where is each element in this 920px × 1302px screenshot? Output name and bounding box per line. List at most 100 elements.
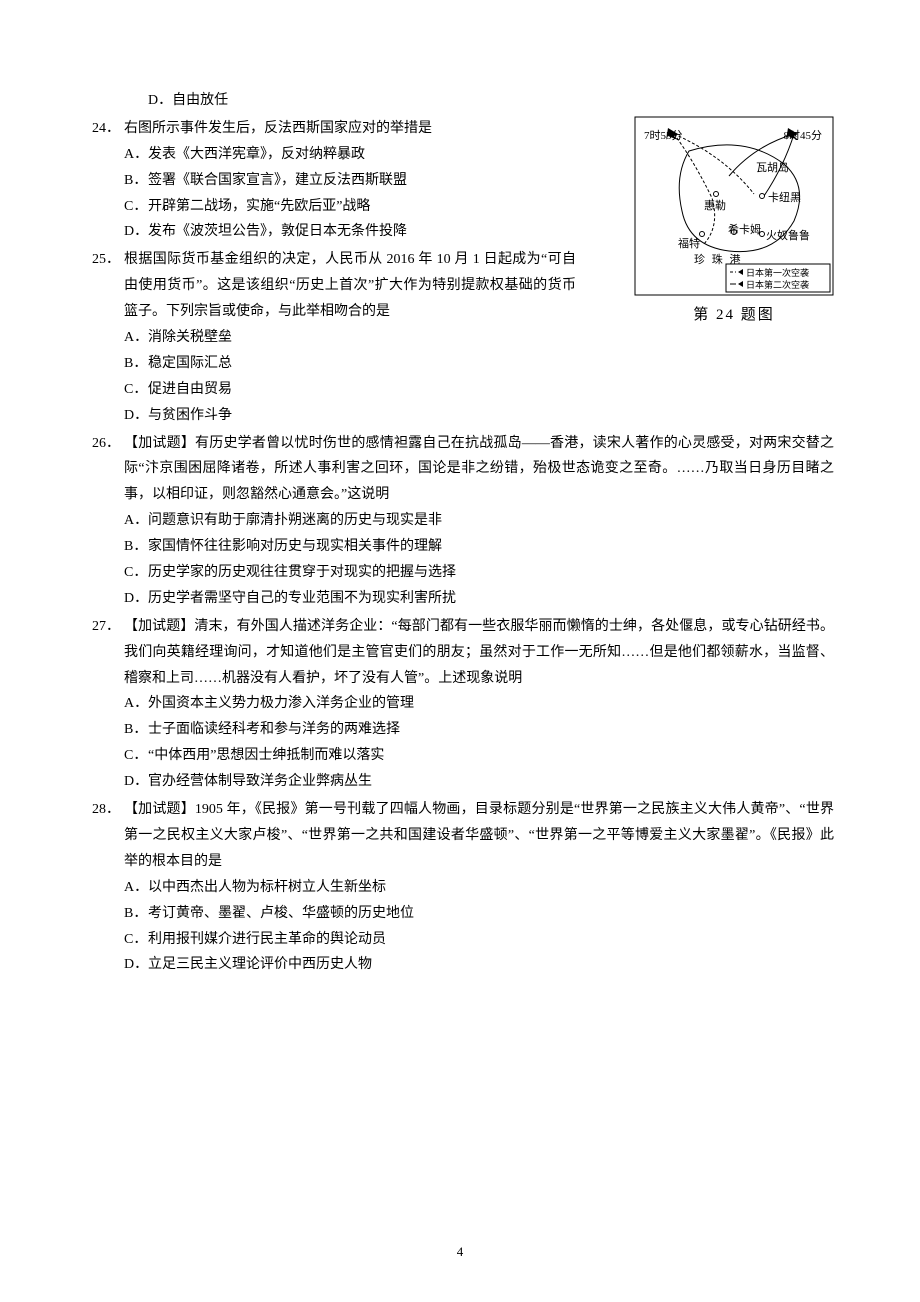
option: B．士子面临读经科考和参与洋务的两难选择: [124, 717, 834, 743]
option-text: 稳定国际汇总: [148, 351, 614, 377]
option-letter: A．: [124, 508, 148, 534]
option-letter: B．: [124, 717, 148, 743]
options: A．问题意识有助于廓清扑朔迷离的历史与现实是非B．家国情怀往往影响对历史与现实相…: [86, 508, 834, 612]
option-letter: D．: [124, 769, 148, 795]
option-text: 立足三民主义理论评价中西历史人物: [148, 952, 834, 978]
option: D．发布《波茨坦公告》，敦促日本无条件投降: [124, 219, 614, 245]
question-stem: 27．【加试题】清末，有外国人描述洋务企业：“每部门都有一些衣服华丽而懒惰的士绅…: [86, 614, 834, 692]
option-text: 历史学者需坚守自己的专业范围不为现实利害所扰: [148, 586, 834, 612]
option: A．问题意识有助于廓清扑朔迷离的历史与现实是非: [124, 508, 834, 534]
fig-island: 瓦胡岛: [756, 158, 789, 178]
fig-p7: 珍 珠 港: [694, 250, 743, 270]
option: D．历史学者需坚守自己的专业范围不为现实利害所扰: [124, 586, 834, 612]
options: A．发表《大西洋宪章》，反对纳粹暴政B．签署《联合国家宣言》，建立反法西斯联盟C…: [86, 142, 614, 246]
option-letter: A．: [124, 691, 148, 717]
option: B．签署《联合国家宣言》，建立反法西斯联盟: [124, 168, 614, 194]
question-stem: 24．右图所示事件发生后，反法西斯国家应对的举措是: [86, 116, 576, 142]
options: A．消除关税壁垒B．稳定国际汇总C．促进自由贸易D．与贫困作斗争: [86, 325, 614, 429]
question-26: 26．【加试题】有历史学者曾以忧时伤世的感情袒露自己在抗战孤岛——香港，读宋人著…: [86, 431, 834, 612]
option-letter: B．: [124, 351, 148, 377]
option-text: 与贫困作斗争: [148, 403, 614, 429]
orphan-option-d: D．自由放任: [86, 88, 834, 114]
fig-p3: 卡纽黑: [768, 188, 801, 208]
option-text: 家国情怀往往影响对历史与现实相关事件的理解: [148, 534, 834, 560]
option: C．促进自由贸易: [124, 377, 614, 403]
question-text: 【加试题】1905 年，《民报》第一号刊载了四幅人物画，目录标题分别是“世界第一…: [124, 797, 834, 875]
option: B．稳定国际汇总: [124, 351, 614, 377]
option-text: 士子面临读经科考和参与洋务的两难选择: [148, 717, 834, 743]
option-letter: B．: [124, 534, 148, 560]
option-letter: D．: [148, 93, 172, 108]
figure-q24: 7时55分 8时45分 瓦胡岛 惠勒 卡纽黑 福特 希卡姆 火奴鲁鲁 珍 珠 港…: [634, 116, 834, 330]
option-letter: D．: [124, 219, 148, 245]
fig-time-2: 8时45分: [784, 126, 823, 146]
question-number: 25．: [86, 247, 124, 325]
option-text: “中体西用”思想因士绅抵制而难以落实: [148, 743, 834, 769]
option: B．考订黄帝、墨翟、卢梭、华盛顿的历史地位: [124, 901, 834, 927]
option-letter: C．: [124, 560, 148, 586]
option: A．发表《大西洋宪章》，反对纳粹暴政: [124, 142, 614, 168]
option-text: 发表《大西洋宪章》，反对纳粹暴政: [148, 142, 614, 168]
option-letter: C．: [124, 194, 148, 220]
question-stem: 28．【加试题】1905 年，《民报》第一号刊载了四幅人物画，目录标题分别是“世…: [86, 797, 834, 875]
option: B．家国情怀往往影响对历史与现实相关事件的理解: [124, 534, 834, 560]
fig-p2: 惠勒: [704, 196, 726, 216]
question-number: 26．: [86, 431, 124, 509]
option-text: 考订黄帝、墨翟、卢梭、华盛顿的历史地位: [148, 901, 834, 927]
option-letter: B．: [124, 168, 148, 194]
question-text: 【加试题】清末，有外国人描述洋务企业：“每部门都有一些衣服华丽而懒惰的士绅，各处…: [124, 614, 834, 692]
option-text: 利用报刊媒介进行民主革命的舆论动员: [148, 927, 834, 953]
option: C．历史学家的历史观往往贯穿于对现实的把握与选择: [124, 560, 834, 586]
question-number: 24．: [86, 116, 124, 142]
options: A．外国资本主义势力极力渗入洋务企业的管理B．士子面临读经科考和参与洋务的两难选…: [86, 691, 834, 795]
option: D．官办经营体制导致洋务企业弊病丛生: [124, 769, 834, 795]
question-text: 根据国际货币基金组织的决定，人民币从 2016 年 10 月 1 日起成为“可自…: [124, 247, 576, 325]
option: A．外国资本主义势力极力渗入洋务企业的管理: [124, 691, 834, 717]
option-text: 问题意识有助于廓清扑朔迷离的历史与现实是非: [148, 508, 834, 534]
fig-legend-2: 日本第二次空袭: [746, 277, 809, 294]
option: D．与贫困作斗争: [124, 403, 614, 429]
option: C．利用报刊媒介进行民主革命的舆论动员: [124, 927, 834, 953]
question-stem: 26．【加试题】有历史学者曾以忧时伤世的感情袒露自己在抗战孤岛——香港，读宋人著…: [86, 431, 834, 509]
option-letter: A．: [124, 325, 148, 351]
option-text: 发布《波茨坦公告》，敦促日本无条件投降: [148, 219, 614, 245]
page-number: 4: [0, 1240, 920, 1264]
question-27: 27．【加试题】清末，有外国人描述洋务企业：“每部门都有一些衣服华丽而懒惰的士绅…: [86, 614, 834, 795]
option-letter: A．: [124, 875, 148, 901]
question-text: 【加试题】有历史学者曾以忧时伤世的感情袒露自己在抗战孤岛——香港，读宋人著作的心…: [124, 431, 834, 509]
question-28: 28．【加试题】1905 年，《民报》第一号刊载了四幅人物画，目录标题分别是“世…: [86, 797, 834, 978]
map-diagram: 7时55分 8时45分 瓦胡岛 惠勒 卡纽黑 福特 希卡姆 火奴鲁鲁 珍 珠 港…: [634, 116, 834, 296]
question-number: 27．: [86, 614, 124, 692]
option-letter: A．: [124, 142, 148, 168]
option: A．以中西杰出人物为标杆树立人生新坐标: [124, 875, 834, 901]
option-letter: C．: [124, 377, 148, 403]
fig-time-1: 7时55分: [644, 126, 683, 146]
option-text: 历史学家的历史观往往贯穿于对现实的把握与选择: [148, 560, 834, 586]
option-letter: D．: [124, 952, 148, 978]
option-text: 自由放任: [172, 93, 228, 108]
option-text: 促进自由贸易: [148, 377, 614, 403]
option: C．开辟第二战场，实施“先欧后亚”战略: [124, 194, 614, 220]
option: A．消除关税壁垒: [124, 325, 614, 351]
option-text: 开辟第二战场，实施“先欧后亚”战略: [148, 194, 614, 220]
option-letter: D．: [124, 586, 148, 612]
option-text: 消除关税壁垒: [148, 325, 614, 351]
question-number: 28．: [86, 797, 124, 875]
option: C．“中体西用”思想因士绅抵制而难以落实: [124, 743, 834, 769]
option: D．立足三民主义理论评价中西历史人物: [124, 952, 834, 978]
option-text: 以中西杰出人物为标杆树立人生新坐标: [148, 875, 834, 901]
fig-p5: 希卡姆: [728, 220, 761, 240]
figure-caption: 第 24 题图: [634, 302, 834, 330]
question-text: 右图所示事件发生后，反法西斯国家应对的举措是: [124, 116, 576, 142]
option-letter: C．: [124, 743, 148, 769]
fig-p6: 火奴鲁鲁: [766, 226, 810, 246]
option-text: 签署《联合国家宣言》，建立反法西斯联盟: [148, 168, 614, 194]
option-text: 官办经营体制导致洋务企业弊病丛生: [148, 769, 834, 795]
option-letter: D．: [124, 403, 148, 429]
option-text: 外国资本主义势力极力渗入洋务企业的管理: [148, 691, 834, 717]
page: D．自由放任: [0, 0, 920, 1302]
question-stem: 25．根据国际货币基金组织的决定，人民币从 2016 年 10 月 1 日起成为…: [86, 247, 576, 325]
options: A．以中西杰出人物为标杆树立人生新坐标B．考订黄帝、墨翟、卢梭、华盛顿的历史地位…: [86, 875, 834, 979]
option-letter: B．: [124, 901, 148, 927]
option-letter: C．: [124, 927, 148, 953]
